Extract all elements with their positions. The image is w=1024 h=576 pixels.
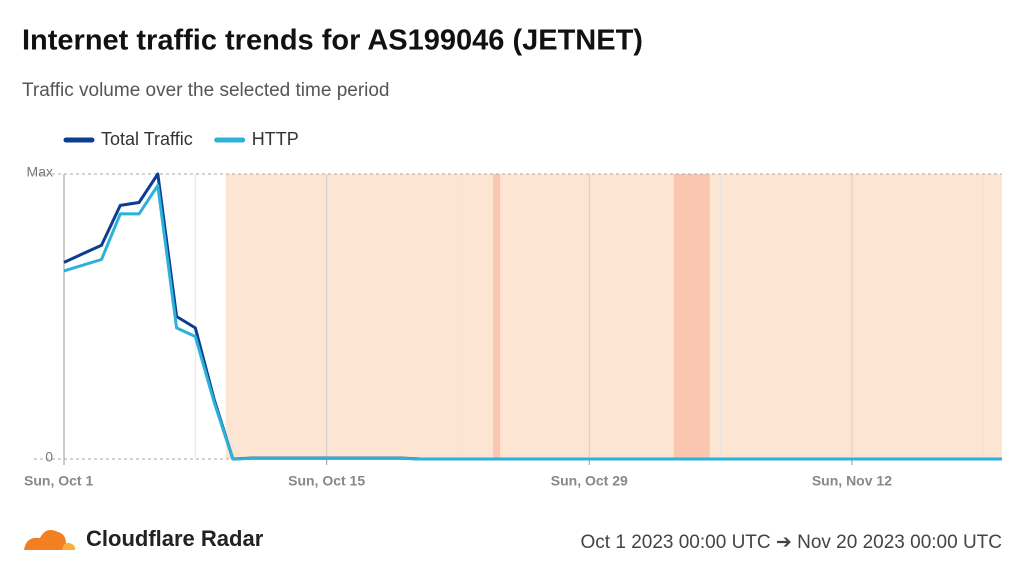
y-tick-label: Max [27, 164, 53, 180]
legend-label: Total Traffic [101, 129, 193, 149]
chart-title: Internet traffic trends for AS199046 (JE… [22, 25, 643, 57]
x-tick-label: Sun, Oct 15 [288, 473, 365, 489]
logo [24, 530, 76, 550]
chart-subtitle: Traffic volume over the selected time pe… [22, 80, 390, 101]
time-range: Oct 1 2023 00:00 UTC ➔ Nov 20 2023 00:00… [581, 532, 1002, 553]
shaded-range [673, 174, 710, 459]
series-line [63, 183, 1002, 461]
brand: Cloudflare Radar [86, 526, 264, 551]
y-tick-label: 0 [45, 449, 53, 465]
shaded-range [493, 174, 501, 459]
legend-label: HTTP [252, 129, 299, 149]
x-tick-label: Sun, Nov 12 [812, 473, 892, 489]
x-tick-label: Sun, Oct 1 [24, 473, 93, 489]
x-tick-label: Sun, Oct 29 [551, 473, 628, 489]
shaded-range [225, 174, 1002, 459]
